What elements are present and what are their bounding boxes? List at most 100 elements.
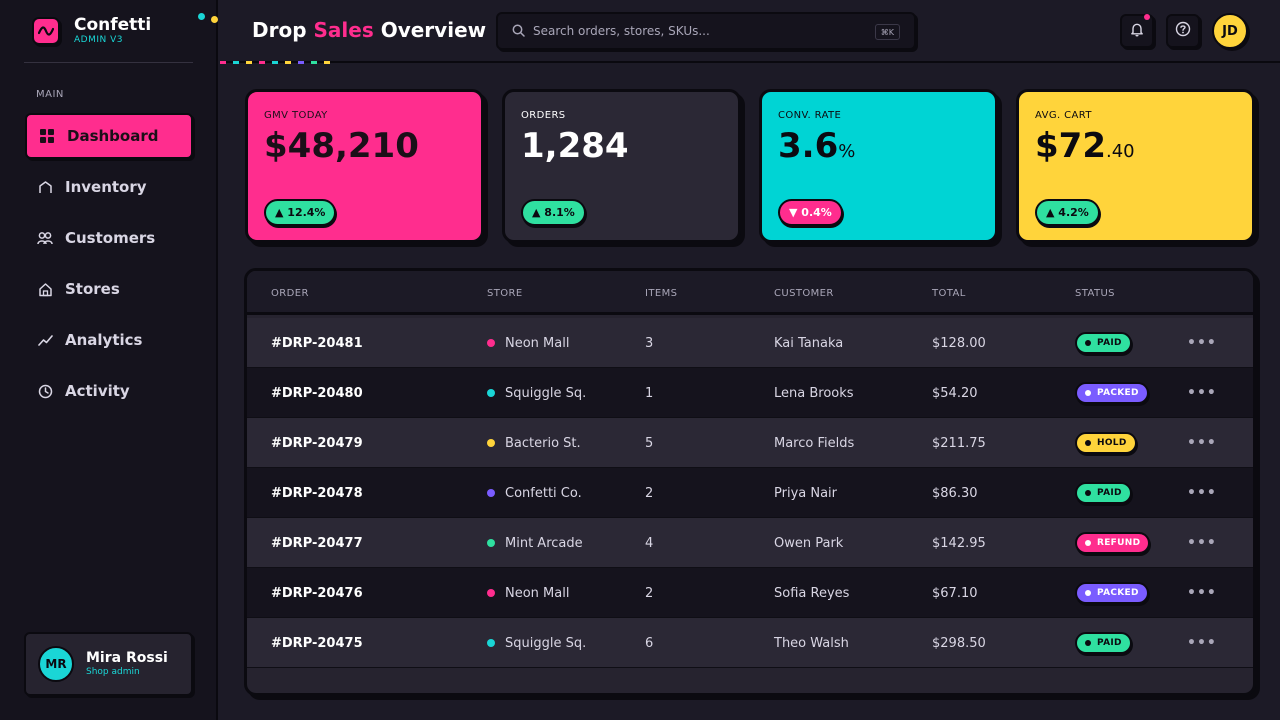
table-row[interactable]: #DRP-20476 Neon Mall 2 Sofia Reyes $67.1… xyxy=(247,568,1253,618)
store-name: Squiggle Sq. xyxy=(505,385,587,401)
users-icon xyxy=(37,230,53,246)
sidebar-item-label: Stores xyxy=(65,280,120,298)
order-total: $86.30 xyxy=(932,485,978,501)
help-button[interactable] xyxy=(1166,14,1200,48)
kpi-card-conversion[interactable]: CONV. RATE 3.6% ▼ 0.4% xyxy=(759,89,998,243)
order-id[interactable]: #DRP-20478 xyxy=(271,485,363,501)
account-avatar[interactable]: JD xyxy=(1212,13,1248,49)
column-header-items[interactable]: ITEMS xyxy=(645,288,678,299)
sidebar-item-activity[interactable]: Activity xyxy=(25,368,193,414)
table-header: ORDER STORE ITEMS CUSTOMER TOTAL STATUS xyxy=(247,271,1253,315)
user-name: Mira Rossi xyxy=(86,649,168,666)
kpi-delta-badge: ▲ 12.4% xyxy=(264,199,337,226)
more-actions-icon[interactable]: ••• xyxy=(1187,585,1217,601)
status-cell: PAID xyxy=(1075,618,1132,668)
status-label: PAID xyxy=(1097,638,1122,648)
more-actions-icon[interactable]: ••• xyxy=(1187,485,1217,501)
title-part: Overview xyxy=(380,18,487,42)
column-header-status[interactable]: STATUS xyxy=(1075,288,1115,299)
avatar: MR xyxy=(38,646,74,682)
divider xyxy=(24,62,193,63)
sidebar-item-dashboard[interactable]: Dashboard xyxy=(25,113,193,159)
column-header-store[interactable]: STORE xyxy=(487,288,523,299)
status-cell: PAID xyxy=(1075,318,1132,368)
store-name: Bacterio St. xyxy=(505,435,581,451)
store-cell: Neon Mall xyxy=(487,568,569,618)
store-cell: Squiggle Sq. xyxy=(487,368,586,418)
order-id[interactable]: #DRP-20480 xyxy=(271,385,363,401)
items-count: 2 xyxy=(645,485,654,501)
store-name: Squiggle Sq. xyxy=(505,635,587,651)
nav-section-label: MAIN xyxy=(36,89,64,100)
order-id[interactable]: #DRP-20479 xyxy=(271,435,363,451)
column-header-customer[interactable]: CUSTOMER xyxy=(774,288,834,299)
kpi-card-gmv[interactable]: GMV TODAY $48,210 ▲ 12.4% xyxy=(245,89,484,243)
status-dot xyxy=(1085,390,1091,396)
sidebar-item-label: Activity xyxy=(65,382,130,400)
store-name: Confetti Co. xyxy=(505,485,582,501)
confetti-strip xyxy=(220,61,337,64)
status-label: PACKED xyxy=(1097,388,1139,398)
items-count: 4 xyxy=(645,535,654,551)
status-dot xyxy=(1085,540,1091,546)
order-total: $211.75 xyxy=(932,435,986,451)
order-total: $298.50 xyxy=(932,635,986,651)
box-icon xyxy=(37,179,53,195)
more-actions-icon[interactable]: ••• xyxy=(1187,635,1217,651)
store-name: Neon Mall xyxy=(505,585,570,601)
table-row[interactable]: #DRP-20475 Squiggle Sq. 6 Theo Walsh $29… xyxy=(247,618,1253,668)
status-dot xyxy=(1085,640,1091,646)
status-cell: HOLD xyxy=(1075,418,1137,468)
sidebar-item-inventory[interactable]: Inventory xyxy=(25,164,193,210)
notifications-button[interactable] xyxy=(1120,14,1154,48)
status-dot xyxy=(1085,440,1091,446)
column-header-total[interactable]: TOTAL xyxy=(932,288,966,299)
search-shortcut: ⌘K xyxy=(874,24,900,40)
store-color-dot xyxy=(487,589,495,597)
items-count: 3 xyxy=(645,335,654,351)
kpi-label: GMV TODAY xyxy=(264,110,328,121)
items-count: 1 xyxy=(645,385,654,401)
table-row[interactable]: #DRP-20480 Squiggle Sq. 1 Lena Brooks $5… xyxy=(247,368,1253,418)
order-id[interactable]: #DRP-20477 xyxy=(271,535,363,551)
items-count: 6 xyxy=(645,635,654,651)
table-row[interactable]: #DRP-20481 Neon Mall 3 Kai Tanaka $128.0… xyxy=(247,318,1253,368)
customer-name: Priya Nair xyxy=(774,485,838,501)
status-cell: PAID xyxy=(1075,468,1132,518)
order-id[interactable]: #DRP-20476 xyxy=(271,585,363,601)
user-role: Shop admin xyxy=(86,666,140,677)
more-actions-icon[interactable]: ••• xyxy=(1187,435,1217,451)
page-title: Drop Sales Overview xyxy=(252,18,486,42)
brand[interactable]: Confetti ADMIN V3 xyxy=(32,16,151,46)
items-count: 2 xyxy=(645,585,654,601)
search-bar[interactable]: ⌘K xyxy=(496,12,916,50)
sidebar-item-analytics[interactable]: Analytics xyxy=(25,317,193,363)
table-row[interactable]: #DRP-20479 Bacterio St. 5 Marco Fields $… xyxy=(247,418,1253,468)
sidebar-item-stores[interactable]: Stores xyxy=(25,266,193,312)
sidebar-item-customers[interactable]: Customers xyxy=(25,215,193,261)
more-actions-icon[interactable]: ••• xyxy=(1187,335,1217,351)
kpi-delta-badge: ▼ 0.4% xyxy=(778,199,843,226)
confetti-dot xyxy=(198,13,205,20)
order-id[interactable]: #DRP-20475 xyxy=(271,635,363,651)
user-profile-card[interactable]: MR Mira Rossi Shop admin xyxy=(24,632,193,696)
table-row[interactable]: #DRP-20478 Confetti Co. 2 Priya Nair $86… xyxy=(247,468,1253,518)
confetti-dot xyxy=(211,16,218,23)
status-label: REFUND xyxy=(1097,538,1141,548)
store-color-dot xyxy=(487,639,495,647)
more-actions-icon[interactable]: ••• xyxy=(1187,535,1217,551)
status-badge: HOLD xyxy=(1075,432,1137,454)
column-header-order[interactable]: ORDER xyxy=(271,288,309,299)
store-color-dot xyxy=(487,539,495,547)
status-badge: PACKED xyxy=(1075,382,1149,404)
table-row[interactable]: #DRP-20477 Mint Arcade 4 Owen Park $142.… xyxy=(247,518,1253,568)
kpi-card-avg-cart[interactable]: AVG. CART $72.40 ▲ 4.2% xyxy=(1016,89,1255,243)
kpi-label: ORDERS xyxy=(521,110,566,121)
more-actions-icon[interactable]: ••• xyxy=(1187,385,1217,401)
status-badge: PAID xyxy=(1075,332,1132,354)
store-cell: Confetti Co. xyxy=(487,468,582,518)
order-id[interactable]: #DRP-20481 xyxy=(271,335,363,351)
search-input[interactable] xyxy=(533,24,853,38)
kpi-card-orders[interactable]: ORDERS 1,284 ▲ 8.1% xyxy=(502,89,741,243)
sidebar-item-label: Inventory xyxy=(65,178,147,196)
